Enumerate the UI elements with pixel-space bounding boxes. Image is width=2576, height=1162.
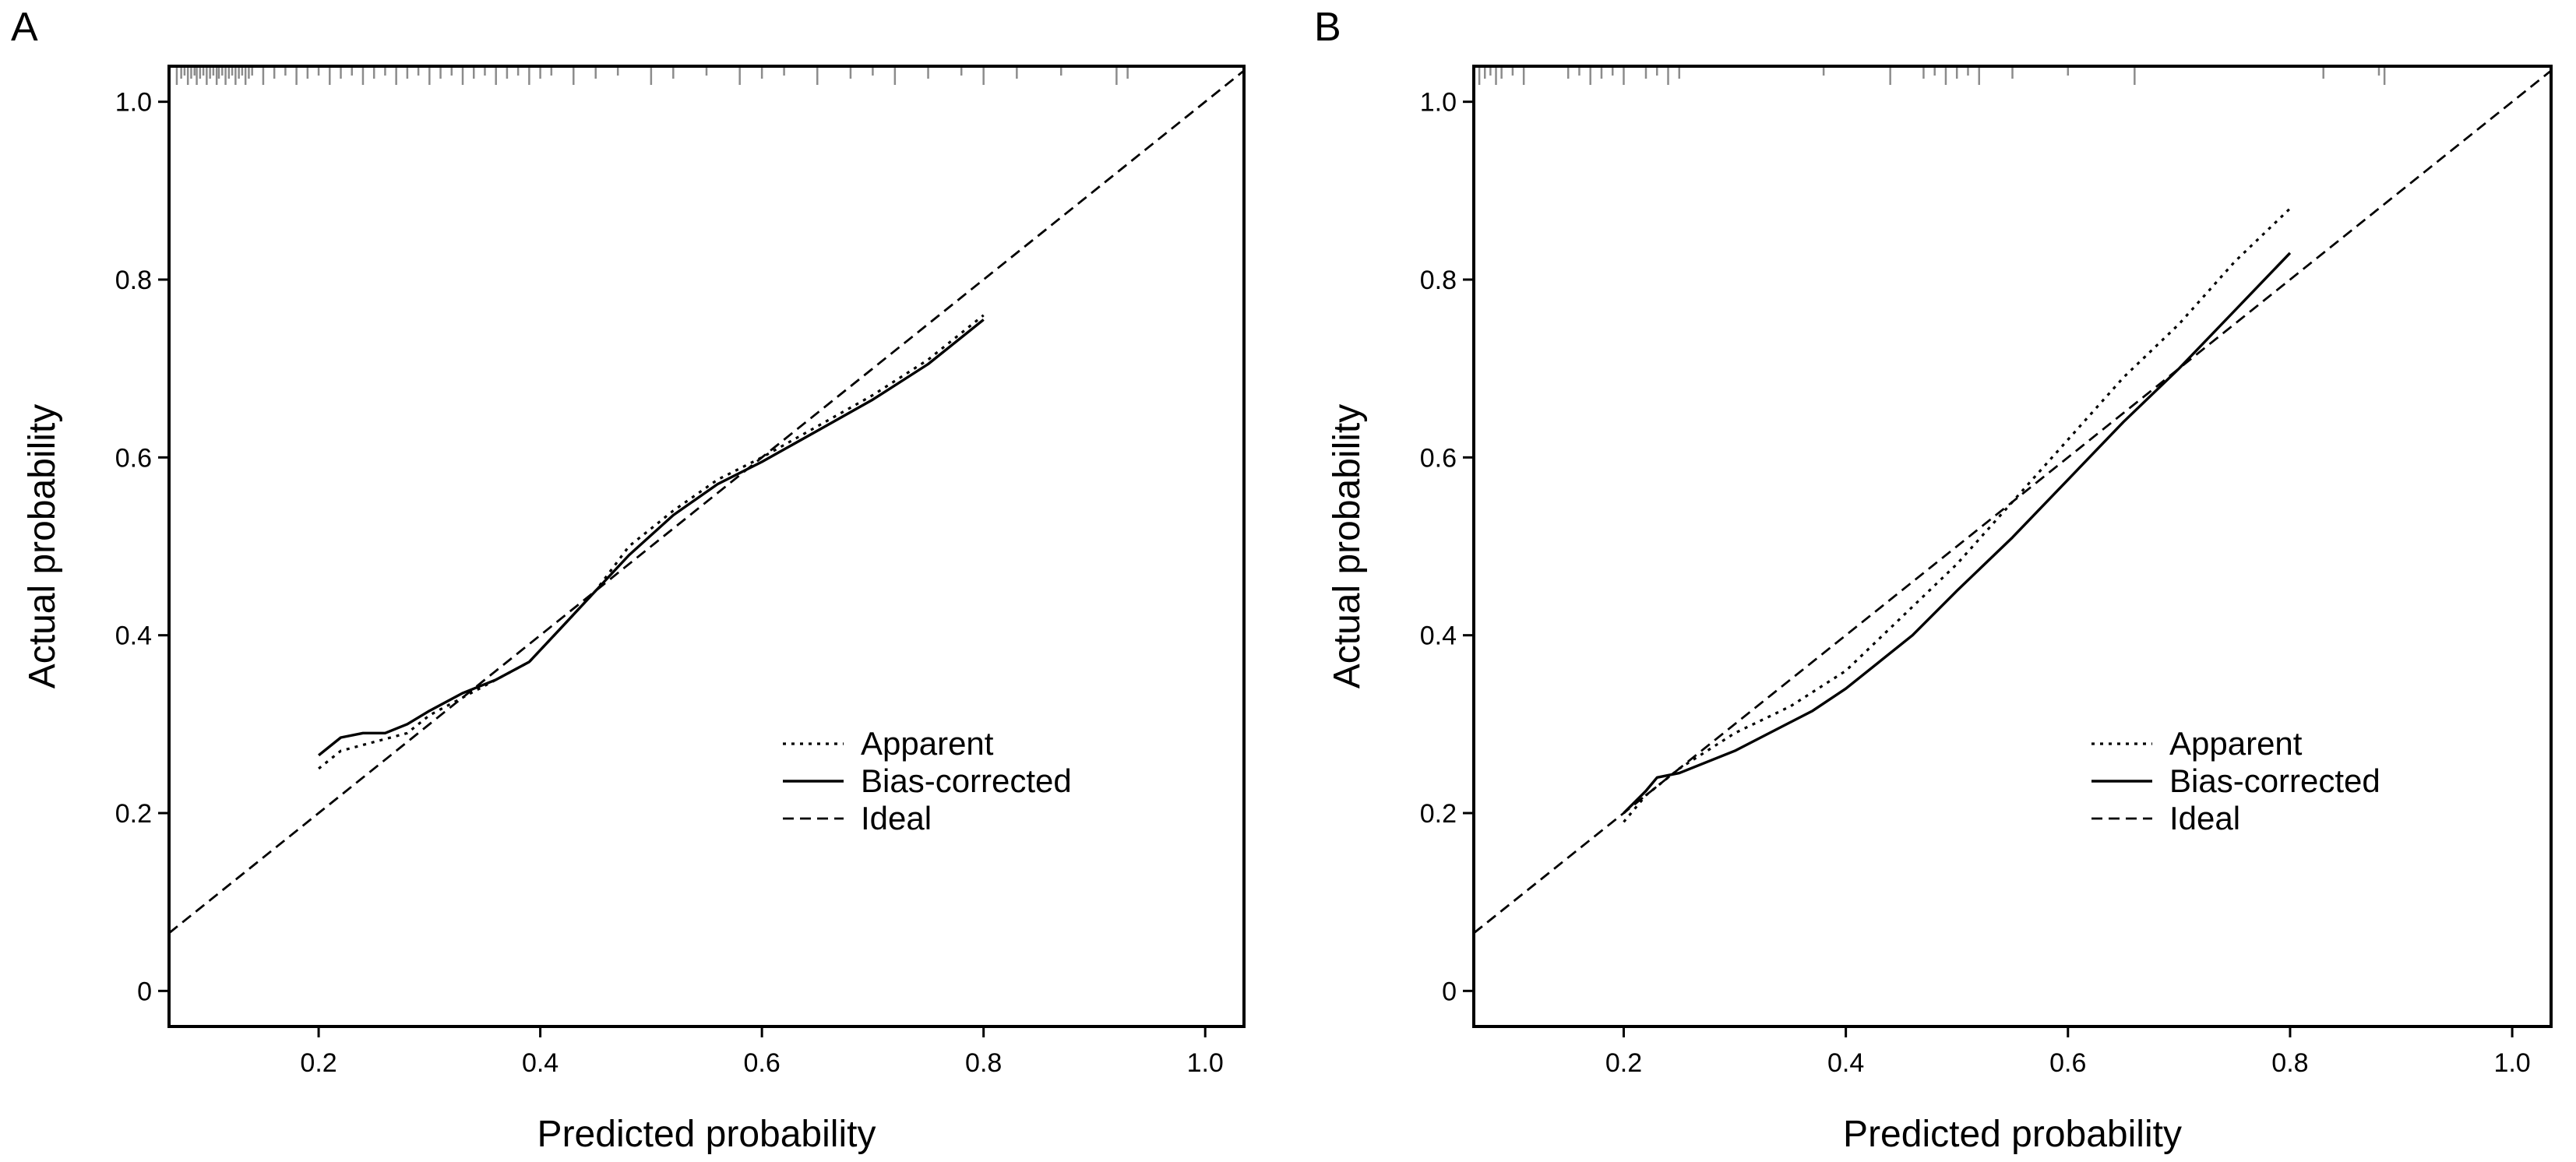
series-apparent — [1623, 207, 2292, 823]
plot-frame — [167, 65, 1246, 1028]
legend-label: Bias-corrected — [2169, 762, 2380, 799]
y-tick-label: 0.8 — [1420, 266, 1457, 295]
y-tick-label: 1.0 — [1420, 88, 1457, 118]
rug-marks — [175, 66, 1129, 85]
legend-label: Apparent — [861, 725, 994, 762]
x-tick-label: 0.4 — [522, 1048, 559, 1078]
series-ideal — [1474, 69, 2551, 935]
x-tick-label: 0.8 — [2271, 1048, 2308, 1078]
y-tick-label: 0.4 — [115, 621, 152, 651]
y-axis-title: Actual probability — [22, 404, 63, 689]
x-tick-label: 0.2 — [300, 1048, 337, 1078]
series-ideal — [169, 69, 1244, 935]
legend-label: Apparent — [2169, 725, 2303, 762]
y-tick-label: 0.6 — [115, 443, 152, 473]
x-tick-label: 1.0 — [1187, 1048, 1224, 1078]
rug-marks — [1478, 66, 2386, 85]
panel-label: A — [11, 5, 38, 50]
x-axis-title: Predicted probability — [537, 1114, 876, 1155]
y-tick-label: 0 — [1442, 977, 1457, 1006]
y-tick-label: 0.2 — [1420, 799, 1457, 829]
series-apparent — [318, 314, 985, 770]
y-tick-label: 1.0 — [115, 88, 152, 118]
panel-a: A 0.2 0.4 0.6 0.8 1.0 0 0.2 0.4 0.6 0.8 1.0 Predicte… — [11, 5, 1246, 1155]
y-tick-label: 0.8 — [115, 266, 152, 295]
x-tick-label: 1.0 — [2493, 1048, 2530, 1078]
series-bias-corrected — [1623, 252, 2292, 815]
x-tick-label: 0.4 — [1827, 1048, 1864, 1078]
y-tick-label: 0 — [137, 977, 152, 1006]
x-axis-title: Predicted probability — [1843, 1114, 2182, 1155]
x-tick-label: 0.6 — [2049, 1048, 2086, 1078]
legend-label: Bias-corrected — [861, 762, 1072, 799]
series-bias-corrected — [318, 319, 985, 757]
x-tick-label: 0.2 — [1605, 1048, 1642, 1078]
plot-frame — [1472, 65, 2553, 1028]
legend-label: Ideal — [2169, 800, 2240, 836]
y-tick-label: 0.6 — [1420, 443, 1457, 473]
legend-label: Ideal — [861, 800, 932, 836]
panel-b: B 0.2 0.4 0.6 0.8 1.0 0 0.2 0.4 0.6 0.8 1.0 Predicte… — [1314, 5, 2553, 1155]
y-tick-label: 0.4 — [1420, 621, 1457, 651]
y-axis-title: Actual probability — [1327, 404, 1368, 689]
y-tick-label: 0.2 — [115, 799, 152, 829]
panel-label: B — [1314, 5, 1341, 50]
x-tick-label: 0.8 — [965, 1048, 1002, 1078]
x-tick-label: 0.6 — [744, 1048, 781, 1078]
